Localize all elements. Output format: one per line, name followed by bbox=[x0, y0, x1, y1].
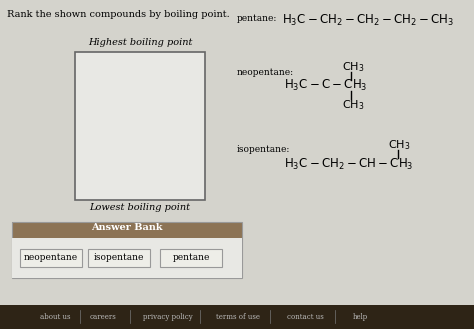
Text: Lowest boiling point: Lowest boiling point bbox=[90, 203, 191, 212]
Text: Answer Bank: Answer Bank bbox=[91, 223, 163, 232]
Text: careers: careers bbox=[90, 313, 117, 321]
Text: pentane:: pentane: bbox=[237, 14, 277, 23]
Text: $\mathregular{H_3C-CH_2-CH-CH_3}$: $\mathregular{H_3C-CH_2-CH-CH_3}$ bbox=[284, 157, 413, 172]
Bar bbox=[12, 222, 242, 278]
Text: contact us: contact us bbox=[287, 313, 323, 321]
Text: isopentane: isopentane bbox=[94, 254, 144, 263]
Text: neopentane: neopentane bbox=[24, 254, 78, 263]
Text: neopentane:: neopentane: bbox=[237, 68, 294, 77]
Bar bbox=[12, 222, 242, 238]
Text: pentane: pentane bbox=[173, 254, 210, 263]
Text: help: help bbox=[352, 313, 368, 321]
Bar bbox=[0, 305, 474, 329]
Text: isopentane:: isopentane: bbox=[237, 145, 291, 154]
Text: $\mathregular{H_3C-CH_2-CH_2-CH_2-CH_3}$: $\mathregular{H_3C-CH_2-CH_2-CH_2-CH_3}$ bbox=[282, 13, 455, 28]
Text: $\mathregular{CH_3}$: $\mathregular{CH_3}$ bbox=[342, 60, 365, 74]
Text: $\mathregular{CH_3}$: $\mathregular{CH_3}$ bbox=[342, 98, 365, 112]
Text: Rank the shown compounds by boiling point.: Rank the shown compounds by boiling poin… bbox=[7, 10, 230, 19]
Bar bbox=[12, 238, 242, 278]
Bar bbox=[20, 249, 82, 267]
Text: about us: about us bbox=[40, 313, 70, 321]
Text: $\mathregular{H_3C-C-CH_3}$: $\mathregular{H_3C-C-CH_3}$ bbox=[284, 78, 367, 93]
Bar bbox=[88, 249, 150, 267]
Text: $\mathregular{CH_3}$: $\mathregular{CH_3}$ bbox=[388, 138, 410, 152]
Bar bbox=[160, 249, 222, 267]
Bar bbox=[75, 52, 205, 200]
Text: terms of use: terms of use bbox=[216, 313, 260, 321]
Text: Highest boiling point: Highest boiling point bbox=[88, 38, 192, 47]
Text: privacy policy: privacy policy bbox=[143, 313, 193, 321]
